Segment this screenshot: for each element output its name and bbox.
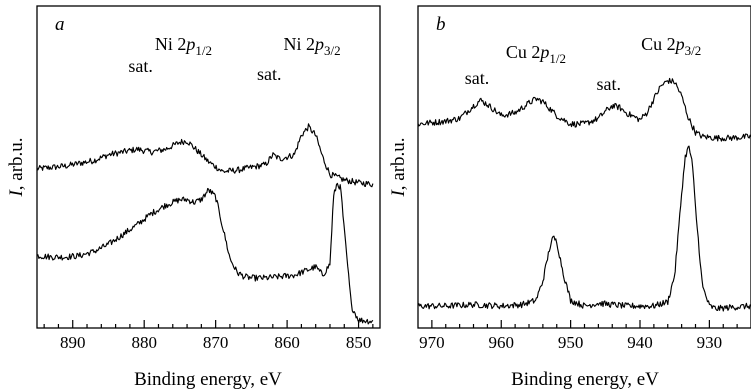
panel-b-y-axis-label: I, arb.u.	[388, 137, 409, 197]
panel-b-y-axis-unit: , arb.u.	[388, 137, 409, 190]
panel-b: b 970 960 950 940 930 sat. Cu 2p1/2 sat. Cu 2p3…	[388, 5, 751, 390]
panel-b-annotations: sat. Cu 2p1/2 sat. Cu 2p3/2	[465, 34, 702, 94]
peak-label: Ni 2p3/2	[284, 34, 341, 58]
peak-label: Cu 2p3/2	[641, 34, 701, 58]
x-tick-label: 880	[131, 333, 157, 352]
peak-label: Cu 2p1/2	[506, 42, 566, 66]
x-tick-label: 860	[274, 333, 300, 352]
panel-b-y-axis-symbol: I	[388, 189, 409, 198]
spectrum-line-upper	[36, 123, 374, 188]
panel-a-letter: a	[55, 14, 65, 35]
x-tick-label: 870	[203, 333, 229, 352]
spectrum-line-lower	[417, 145, 751, 312]
satellite-label: sat.	[128, 56, 153, 76]
peak-label: Ni 2p1/2	[155, 34, 212, 58]
panel-a-x-axis: 890 880 870 860 850	[43, 320, 374, 352]
panel-a-y-axis-unit: , arb.u.	[6, 137, 27, 190]
satellite-label: sat.	[257, 64, 282, 84]
panel-b-x-axis: 970 960 950 940 930	[419, 320, 738, 352]
x-tick-label: 940	[627, 333, 653, 352]
x-tick-label: 960	[489, 333, 515, 352]
panel-a-x-axis-label: Binding energy, eV	[134, 369, 282, 390]
spectrum-line-upper	[417, 77, 751, 142]
x-tick-label: 970	[419, 333, 445, 352]
satellite-label: sat.	[597, 74, 622, 94]
spectrum-line-lower	[36, 182, 374, 325]
x-tick-label: 890	[60, 333, 86, 352]
panel-a-y-axis-symbol: I	[6, 189, 27, 198]
panel-b-x-axis-label: Binding energy, eV	[511, 369, 659, 390]
satellite-label: sat.	[465, 68, 490, 88]
panel-a-spectra	[36, 123, 374, 325]
x-tick-label: 930	[697, 333, 723, 352]
panel-a-frame	[36, 5, 381, 329]
panel-a-y-axis-label: I, arb.u.	[6, 137, 27, 197]
panel-b-letter: b	[436, 14, 446, 35]
x-tick-label: 850	[346, 333, 372, 352]
x-tick-label: 950	[558, 333, 584, 352]
panel-b-spectra	[417, 77, 751, 312]
